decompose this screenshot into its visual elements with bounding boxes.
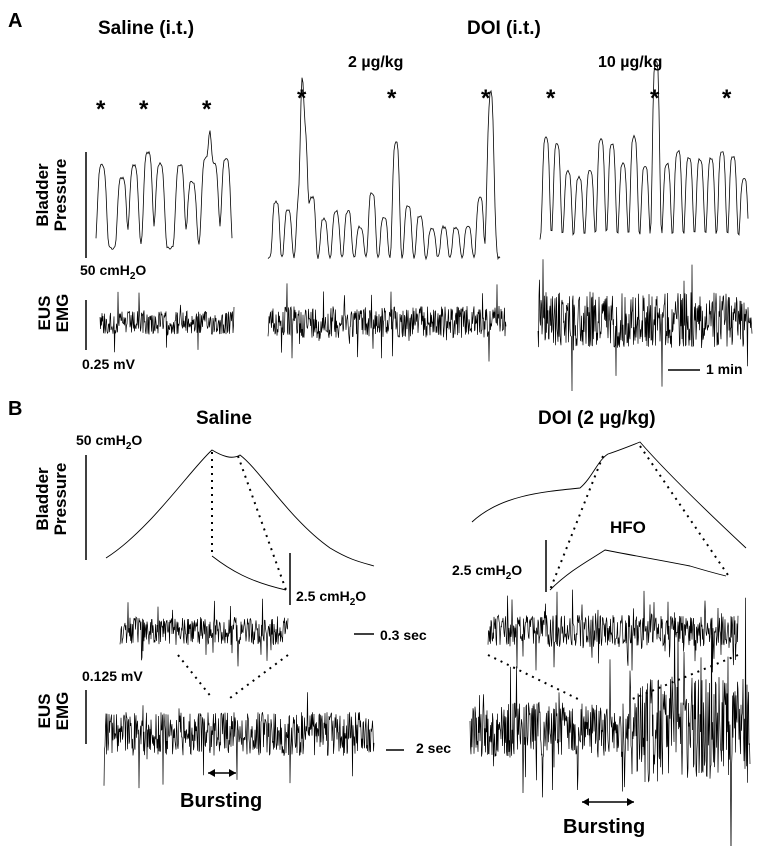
void-marker: * xyxy=(297,85,307,112)
short-time-scale-label: 0.3 sec xyxy=(380,627,427,643)
zoom-guide-line xyxy=(229,654,289,699)
inset-scale-label-right: 2.5 cmH2O xyxy=(452,562,523,582)
zoom-guide-line xyxy=(549,455,604,591)
long-time-scale-label: 2 sec xyxy=(416,740,452,756)
void-marker: * xyxy=(139,96,149,123)
zoom-guide-line xyxy=(639,445,731,579)
dose-2-label: 2 µg/kg xyxy=(348,54,404,71)
bladder-pressure-trace-saline xyxy=(95,130,233,250)
bladder-pressure-trace-doi-b xyxy=(471,441,747,549)
zoom-guide-line xyxy=(487,654,581,701)
void-marker: * xyxy=(387,85,397,112)
pressure-scale-label-b: 50 cmH2O xyxy=(76,432,143,452)
bursting-label-right: Bursting xyxy=(563,816,646,838)
doi-it-title: DOI (i.t.) xyxy=(467,18,541,39)
emg-trace-saline xyxy=(99,291,235,353)
bladder-pressure-trace-saline-b xyxy=(105,449,375,567)
emg-scale-label-b: 0.125 mV xyxy=(82,668,143,684)
emg-trace-saline-b xyxy=(103,692,375,789)
void-marker: * xyxy=(202,96,212,123)
bursting-arrow-left-head xyxy=(229,769,236,777)
panel-label-a: A xyxy=(8,10,23,32)
emg-trace-doi-b xyxy=(469,597,751,846)
saline-title-b: Saline xyxy=(196,408,252,429)
bladder-pressure-label-b: Bladder Pressure xyxy=(33,462,70,536)
doi-title-b: DOI (2 µg/kg) xyxy=(538,408,656,429)
emg-inset-trace-saline xyxy=(119,598,289,667)
void-marker: * xyxy=(546,85,556,112)
trace-layer xyxy=(85,60,753,846)
void-marker: * xyxy=(722,85,732,112)
panel-label-b: B xyxy=(8,398,23,420)
eus-emg-label-b: EUS EMG xyxy=(35,691,72,731)
void-marker: * xyxy=(650,85,660,112)
bursting-arrow-left-head xyxy=(208,769,215,777)
bladder-pressure-trace-doi-2 xyxy=(267,77,501,261)
bursting-arrow-right-head xyxy=(627,798,634,806)
eus-emg-label-a: EUS EMG xyxy=(35,293,72,333)
bladder-pressure-trace-doi-10 xyxy=(539,60,749,240)
pressure-scale-label-a: 50 cmH2O xyxy=(80,262,147,282)
emg-inset-trace-doi xyxy=(487,589,739,673)
zoom-guide-line xyxy=(237,455,287,591)
emg-scale-label-a: 0.25 mV xyxy=(82,356,135,372)
bursting-arrow-right-head xyxy=(582,798,589,806)
time-scale-label-a: 1 min xyxy=(706,361,743,377)
void-marker: * xyxy=(481,85,491,112)
hfo-label: HFO xyxy=(610,518,646,537)
emg-trace-doi-2 xyxy=(267,283,507,362)
bladder-pressure-label-a: Bladder Pressure xyxy=(33,158,70,232)
inset-scale-label-left: 2.5 cmH2O xyxy=(296,588,367,608)
dose-10-label: 10 µg/kg xyxy=(598,54,663,71)
zoom-guide-line xyxy=(177,654,213,699)
void-marker: * xyxy=(96,96,106,123)
pressure-inset-trace-doi xyxy=(549,549,727,591)
pressure-inset-trace-saline xyxy=(211,555,287,591)
bursting-label-left: Bursting xyxy=(180,790,263,812)
saline-it-title: Saline (i.t.) xyxy=(98,18,195,39)
emg-trace-doi-10 xyxy=(537,259,753,392)
